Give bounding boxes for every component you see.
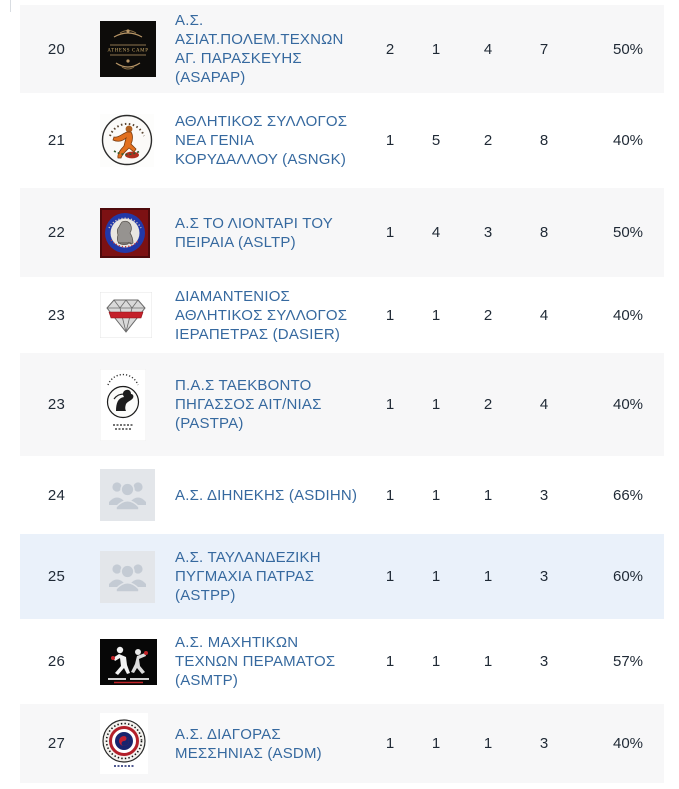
club-logo-cell [93,638,175,685]
stat-cell: 1 [431,486,441,504]
stat-cell: 1 [385,396,395,413]
club-name-link[interactable]: ΔΙΑΜΑΝΤΕΝΙΟΣ ΑΘΛΗΤΙΚΟΣ ΣΥΛΛΟΓΟΣ ΙΕΡΑΠΕΤΡ… [175,287,348,343]
stat-cell: 1 [431,306,441,324]
stat-cell: 1 [385,653,395,670]
stat-cell: 1 [483,568,493,585]
stat-cell: 1 [483,653,493,670]
stat-cell: 8 [539,132,549,149]
stat-cell: 2 [483,132,493,149]
svg-text:ATHENS CAMP: ATHENS CAMP [107,49,148,54]
stat-cell: 3 [539,653,549,670]
stat-cell: 1 [431,396,441,413]
club-logo-cell [93,292,175,338]
stat-cell: 1 [385,132,395,149]
table-row[interactable]: 26 Α.Σ. ΜΑΧΗΤΙΚΩΝ ΤΕΧΝΩΝ ΠΕΡΑΜΑΤΟΣ (ASMT… [20,619,664,704]
table-row[interactable]: 27 Α.Σ. ΔΙΑΓΟΡΑΣ ΜΕΣΣΗΝΙΑΣ (ASDM) 1 1 1 … [20,704,664,783]
panel-border-fragment [10,0,11,12]
table-row[interactable]: 20 ATHENS CAMP Α.Σ. ΑΣΙΑΤ.ΠΟΛΕΜ.ΤΕΧΝΩΝ Α… [20,5,664,93]
stat-cell: 8 [539,224,549,241]
club-name-link[interactable]: ΑΘΛΗΤΙΚΟΣ ΣΥΛΛΟΓΟΣ ΝΕΑ ΓΕΝΙΑ ΚΟΡΥΔΑΛΛΟΥ … [175,113,348,168]
stat-cell: 1 [431,653,441,670]
group-placeholder-icon [100,469,155,521]
stat-cell: 1 [385,306,395,324]
stat-cell: 3 [483,224,493,241]
win-percentage-cell: 40% [612,735,644,752]
win-percentage-cell: 60% [612,568,644,585]
stat-cell: 1 [483,735,493,752]
stat-cell: 1 [431,40,441,58]
club-logo-cell [93,550,175,603]
stat-cell: 1 [385,224,395,241]
stat-cell: 4 [539,306,549,324]
rank-cell: 21 [47,132,66,149]
kicking-figure-emblem-icon [100,114,154,167]
club-logo-cell [93,469,175,521]
round-crest-emblem-icon [100,713,148,774]
stat-cell: 3 [539,735,549,752]
club-name-link[interactable]: Α.Σ ΤΟ ΛΙΟΝΤΑΡΙ ΤΟΥ ΠΕΙΡΑΙΑ (ASLTP) [175,214,333,251]
win-percentage-cell: 50% [612,224,644,241]
table-row[interactable]: 23 Π.Α.Σ ΤΑΕΚΒΟΝΤΟ ΠΗΓΑΣΣΟΣ ΑΙΤ/ΝΙΑΣ (PA… [20,353,664,456]
win-percentage-cell: 40% [612,306,644,324]
club-logo-cell [93,207,175,258]
stat-cell: 1 [431,735,441,752]
rank-cell: 20 [47,40,66,58]
stat-cell: 1 [431,568,441,585]
club-name-link[interactable]: Π.Α.Σ ΤΑΕΚΒΟΝΤΟ ΠΗΓΑΣΣΟΣ ΑΙΤ/ΝΙΑΣ (PASTP… [175,377,322,432]
win-percentage-cell: 40% [612,396,644,413]
rank-cell: 22 [47,224,66,241]
stat-cell: 1 [385,486,395,504]
win-percentage-cell: 66% [612,486,644,504]
stat-cell: 2 [483,306,493,324]
win-percentage-cell: 40% [612,132,644,149]
rank-cell: 25 [47,568,66,585]
standings-table-body: 20 ATHENS CAMP Α.Σ. ΑΣΙΑΤ.ΠΟΛΕΜ.ΤΕΧΝΩΝ Α… [20,5,664,783]
rank-cell: 26 [47,653,66,670]
diamond-emblem-icon [100,292,152,338]
stat-cell: 4 [483,40,493,58]
table-row[interactable]: 24 Α.Σ. ΔΙΗΝΕΚΗΣ (ASDIHN) 1 1 1 3 66% [20,456,664,534]
stat-cell: 7 [539,40,549,58]
club-name-link[interactable]: Α.Σ. ΜΑΧΗΤΙΚΩΝ ΤΕΧΝΩΝ ΠΕΡΑΜΑΤΟΣ (ASMTP) [175,634,336,689]
club-logo-cell [93,114,175,167]
club-logo-cell: ATHENS CAMP [93,21,175,77]
table-row[interactable]: 25 Α.Σ. ΤΑΥΛΑΝΔΕΖΙΚΗ ΠΥΓΜΑΧΙΑ ΠΑΤΡΑΣ (AS… [20,534,664,619]
group-placeholder-icon [100,550,155,603]
pegasus-emblem-icon [100,368,146,441]
athens-camp-emblem-icon: ATHENS CAMP [100,21,156,77]
rank-cell: 23 [47,396,66,413]
stat-cell: 3 [539,486,549,504]
fighters-emblem-icon [100,638,157,685]
win-percentage-cell: 50% [612,40,644,58]
stat-cell: 1 [385,568,395,585]
rank-cell: 24 [47,486,66,504]
club-logo-cell [93,368,175,441]
stat-cell: 2 [483,396,493,413]
rank-cell: 27 [47,735,66,752]
stat-cell: 2 [385,40,395,58]
lion-crest-emblem-icon [100,207,150,258]
stat-cell: 1 [483,486,493,504]
club-name-link[interactable]: Α.Σ. ΤΑΥΛΑΝΔΕΖΙΚΗ ΠΥΓΜΑΧΙΑ ΠΑΤΡΑΣ (ASTPP… [175,549,321,604]
club-name-link[interactable]: Α.Σ. ΔΙΗΝΕΚΗΣ (ASDIHN) [175,486,358,504]
table-row[interactable]: 22 Α.Σ ΤΟ ΛΙΟΝΤΑΡΙ ΤΟΥ ΠΕΙΡΑΙΑ (ASLTP) 1… [20,188,664,277]
table-row[interactable]: 23 ΔΙΑΜΑΝΤΕΝΙΟΣ ΑΘΛΗΤΙΚΟΣ ΣΥΛΛΟΓΟΣ ΙΕΡΑΠ… [20,277,664,353]
rank-cell: 23 [47,306,66,324]
stat-cell: 1 [385,735,395,752]
stat-cell: 4 [539,396,549,413]
club-name-link[interactable]: Α.Σ. ΔΙΑΓΟΡΑΣ ΜΕΣΣΗΝΙΑΣ (ASDM) [175,725,322,762]
stat-cell: 4 [431,224,441,241]
club-logo-cell [93,713,175,774]
club-name-link[interactable]: Α.Σ. ΑΣΙΑΤ.ΠΟΛΕΜ.ΤΕΧΝΩΝ ΑΓ. ΠΑΡΑΣΚΕΥΗΣ (… [175,12,344,86]
stat-cell: 5 [431,132,441,149]
stat-cell: 3 [539,568,549,585]
win-percentage-cell: 57% [612,653,644,670]
table-row[interactable]: 21 ΑΘΛΗΤΙΚΟΣ ΣΥΛΛΟΓΟΣ ΝΕΑ ΓΕΝΙΑ ΚΟΡΥΔΑΛΛ… [20,93,664,188]
